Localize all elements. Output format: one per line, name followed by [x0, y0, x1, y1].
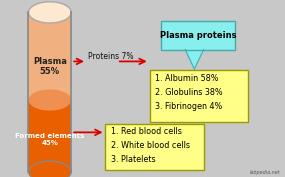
FancyBboxPatch shape: [161, 21, 235, 50]
Text: Plasma
55%: Plasma 55%: [33, 57, 67, 76]
Polygon shape: [185, 50, 203, 69]
Text: Formed elements
45%: Formed elements 45%: [15, 133, 85, 146]
FancyBboxPatch shape: [150, 70, 248, 122]
Polygon shape: [28, 100, 71, 172]
Ellipse shape: [28, 89, 71, 111]
Ellipse shape: [28, 161, 71, 177]
Text: Plasma proteins: Plasma proteins: [160, 31, 236, 40]
Text: 1. Red blood cells
2. White blood cells
3. Platelets: 1. Red blood cells 2. White blood cells …: [111, 127, 190, 164]
Polygon shape: [28, 12, 71, 100]
Text: Proteins 7%: Proteins 7%: [88, 52, 134, 61]
Polygon shape: [28, 12, 71, 172]
Ellipse shape: [28, 2, 71, 23]
FancyBboxPatch shape: [105, 124, 204, 170]
Text: labpedia.net: labpedia.net: [250, 170, 281, 175]
Text: 1. Albumin 58%
2. Globulins 38%
3. Fibrinogen 4%: 1. Albumin 58% 2. Globulins 38% 3. Fibri…: [155, 74, 222, 111]
